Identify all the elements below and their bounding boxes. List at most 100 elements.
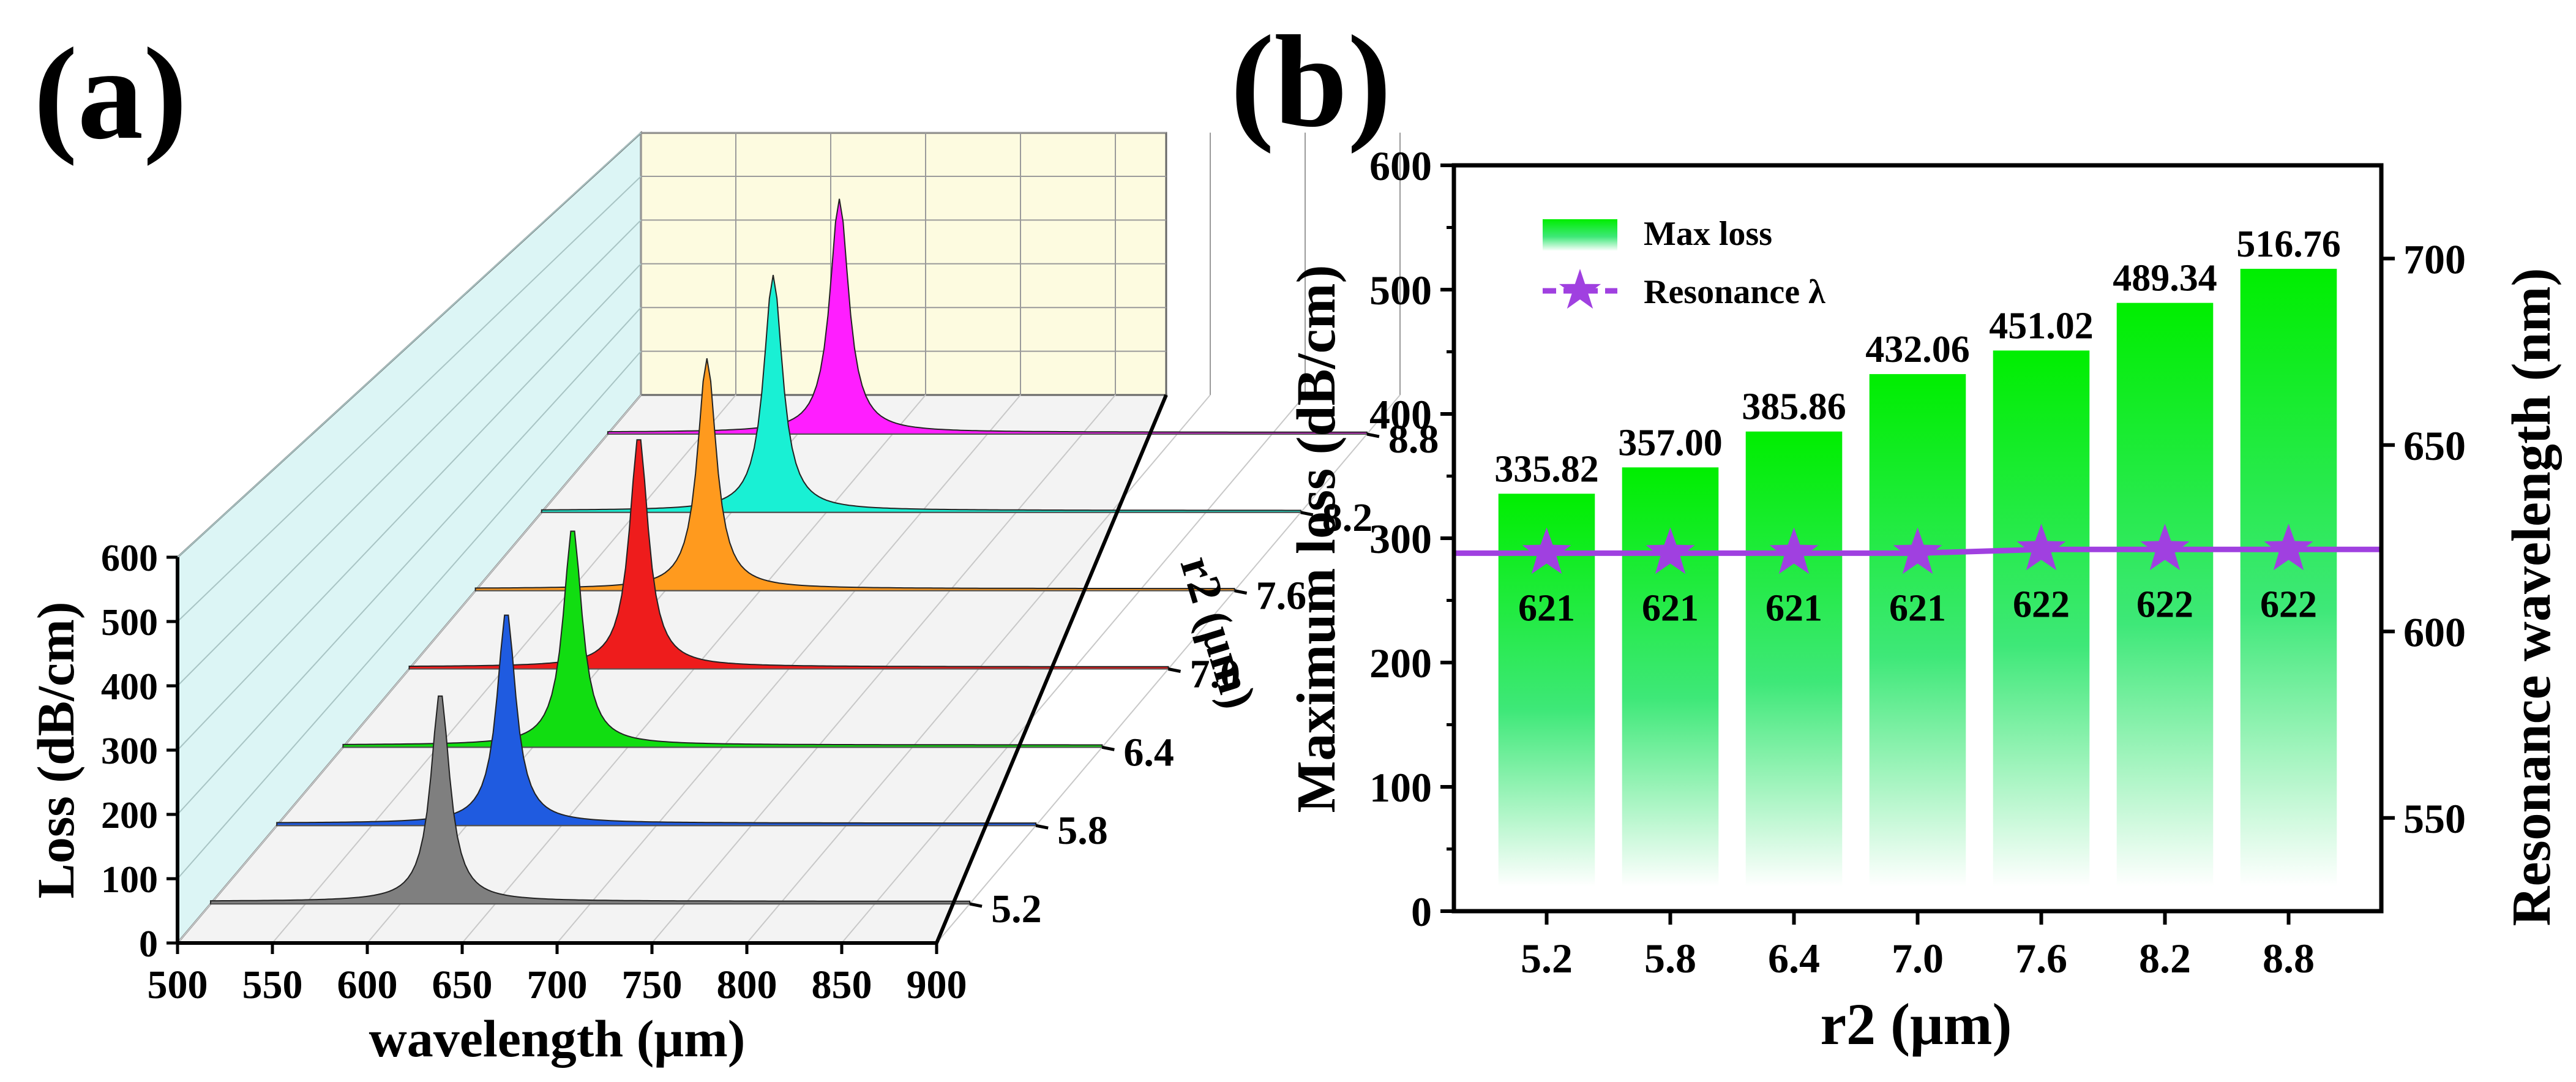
y2-axis-title: Resonance wavelength (nm) <box>2501 268 2562 926</box>
bar-6.4 <box>1745 431 1843 887</box>
z-tick-label: 8.8 <box>1388 417 1439 462</box>
spectra-curves <box>210 198 1368 905</box>
spectrum-8.8 <box>607 198 1368 435</box>
resonance-star-marker <box>2264 524 2313 571</box>
x-tick-label: 5.2 <box>1521 935 1573 982</box>
x-tick-label: 7.0 <box>1892 935 1944 982</box>
y-tick-label: 500 <box>1369 267 1432 314</box>
y2-tick-label: 650 <box>2403 423 2466 469</box>
legend-swatch-max-loss <box>1543 219 1617 251</box>
x-tick-label: 650 <box>432 963 493 1007</box>
y-tick-label: 300 <box>101 731 158 772</box>
y-tick-label: 600 <box>1369 143 1432 189</box>
bar-7.6 <box>1993 350 2090 887</box>
z-tick <box>1168 667 1181 673</box>
bar-value-label: 335.82 <box>1494 448 1599 490</box>
resonance-value-label: 622 <box>2136 584 2193 625</box>
x-tick-label: 800 <box>717 963 777 1007</box>
x-tick-label: 7.6 <box>2015 935 2067 982</box>
resonance-star-marker <box>2016 524 2066 571</box>
y-tick-label: 400 <box>101 666 158 708</box>
x-tick-label: 550 <box>242 963 303 1007</box>
resonance-value-label: 621 <box>1765 587 1822 629</box>
panel-b-label: (b) <box>1230 8 1391 154</box>
bar-value-label: 516.76 <box>2236 224 2341 265</box>
z-tick <box>1300 511 1314 517</box>
spectrum-7.0 <box>408 439 1169 670</box>
spectrum-7.6 <box>474 358 1235 592</box>
z-axis-title: r2 (μm) <box>1170 550 1267 715</box>
legend-label-max-loss: Max loss <box>1644 215 1772 253</box>
z-tick <box>1035 824 1049 830</box>
bar-8.2 <box>2116 302 2214 887</box>
bar-value-label: 385.86 <box>1742 386 1846 428</box>
bar-value-label: 451.02 <box>1989 305 2094 347</box>
y-tick-label: 400 <box>1369 391 1432 438</box>
resonance-value-label: 621 <box>1642 587 1699 629</box>
x-tick-label: 700 <box>527 963 588 1007</box>
resonance-star-marker <box>1646 527 1695 574</box>
side-grid-line <box>177 132 642 558</box>
bar-value-label: 357.00 <box>1618 422 1723 464</box>
resonance-value-label: 621 <box>1889 587 1946 629</box>
resonance-star-marker <box>1769 527 1819 574</box>
y-tick-label: 600 <box>101 538 158 579</box>
legend: Max loss Resonance λ <box>1543 215 1825 311</box>
resonance-value-label: 622 <box>2260 584 2317 625</box>
spectrum-5.2 <box>210 695 971 905</box>
resonance-star-marker <box>1893 527 1942 574</box>
x-tick-label: 850 <box>812 963 872 1007</box>
y-tick-label: 100 <box>101 859 158 901</box>
y2-tick-label: 600 <box>2403 609 2466 655</box>
z-tick-label: 5.8 <box>1057 808 1108 853</box>
x-axis-title: wavelength (μm) <box>369 1009 746 1068</box>
z-tick <box>1366 432 1380 438</box>
legend-label-resonance: Resonance λ <box>1644 273 1825 311</box>
resonance-star-marker <box>1522 527 1571 574</box>
bar-value-label: 489.34 <box>2113 258 2217 299</box>
y-axis-title: Maximum loss (dB/cm) <box>1286 265 1347 813</box>
y2-tick-label: 550 <box>2403 795 2466 842</box>
bars <box>1498 268 2337 887</box>
panel-a-3d-chart: 500 550 600 650 700 750 800 850 900 0 100 200 300 400… <box>26 130 1439 1068</box>
z-tick-label: 7.0 <box>1190 652 1241 697</box>
z-tick-label: 6.4 <box>1123 730 1174 775</box>
z-tick <box>1234 589 1248 595</box>
resonance-line <box>1454 524 2381 574</box>
y-tick-label: 200 <box>1369 640 1432 686</box>
x-tick-label: 750 <box>622 963 683 1007</box>
resonance-value-label: 621 <box>1518 587 1575 629</box>
side-grid-line <box>177 219 642 686</box>
x-tick-label: 900 <box>907 963 967 1007</box>
z-tick-label: 8.2 <box>1322 495 1373 540</box>
side-grid-line <box>177 350 642 879</box>
panel-b-bar-chart: 335.82 357.00 385.86 432.06 451.02 489.34 516.… <box>1286 143 2562 1057</box>
y-tick-label: 200 <box>101 795 158 836</box>
x-tick-label: 8.2 <box>2139 935 2191 982</box>
panel-a-label: (a) <box>34 20 187 167</box>
z-tick-label: 5.2 <box>991 887 1042 931</box>
side-grid-line <box>177 307 642 815</box>
data-labels: 335.82 357.00 385.86 432.06 451.02 489.34 516.… <box>1494 224 2341 629</box>
z-axis-line <box>935 394 1168 944</box>
z-tick <box>1101 745 1115 751</box>
x-tick-label: 500 <box>148 963 208 1007</box>
side-grid-line <box>177 263 642 751</box>
y-tick-label: 0 <box>139 923 158 965</box>
z-tick <box>969 902 983 908</box>
y-axis-title: Loss (dB/cm) <box>26 602 85 899</box>
bar-value-label: 432.06 <box>1865 329 1970 370</box>
x-tick-label: 8.8 <box>2263 935 2315 982</box>
y-tick-label: 100 <box>1369 764 1432 811</box>
resonance-star-marker <box>2140 524 2190 571</box>
resonance-value-label: 622 <box>2013 584 2070 625</box>
legend-star-marker <box>1559 269 1601 309</box>
x-tick-label: 5.8 <box>1644 935 1696 982</box>
z-tick-label: 7.6 <box>1256 574 1307 618</box>
bar-8.8 <box>2240 268 2337 887</box>
side-grid-line <box>177 176 642 622</box>
spectrum-5.8 <box>276 614 1037 827</box>
y-tick-label: 0 <box>1411 889 1432 935</box>
y-tick-label: 500 <box>101 602 158 644</box>
